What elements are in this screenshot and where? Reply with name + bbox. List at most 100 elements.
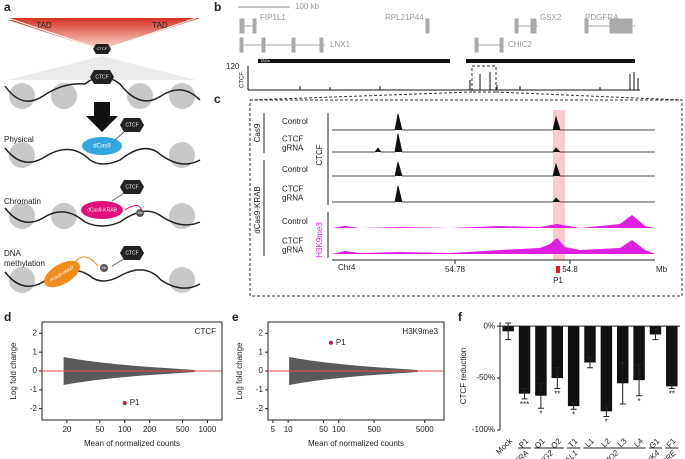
row-methylation: dCas9-DNMT CTCF Me DNA methylation	[4, 246, 201, 293]
tad-bar	[466, 59, 635, 63]
gene-label: PDGFRA	[585, 13, 619, 22]
bar	[551, 326, 563, 379]
significance: ***	[520, 400, 529, 409]
significance: **	[554, 390, 560, 399]
panel-label: b	[214, 0, 221, 14]
error-bar	[652, 328, 659, 341]
x-axis-title: Mean of normalized counts	[84, 439, 180, 448]
coord-ticks	[454, 260, 571, 264]
x-tick-label: 500	[176, 425, 190, 434]
bar	[535, 326, 547, 396]
track-max: 120	[226, 62, 240, 71]
x-tick-label: 50	[319, 425, 328, 434]
x-tick-label: 10	[284, 425, 293, 434]
me: Me	[102, 266, 107, 270]
bar	[584, 326, 596, 363]
x-tick-label: L2	[600, 436, 613, 449]
condition-label: CTCF	[282, 135, 303, 144]
significance: *	[605, 418, 608, 427]
error-bar	[636, 364, 643, 397]
error-bar	[505, 322, 512, 341]
scale-label: 100 kb	[295, 2, 320, 11]
site-label: P1	[553, 276, 563, 285]
y-tick-label: -100%	[472, 425, 495, 434]
condition-label: gRNA	[282, 194, 304, 203]
me: Me	[138, 211, 143, 215]
significance: **	[669, 390, 675, 399]
condition-label: Control	[282, 165, 308, 174]
coord-label: 54.78	[445, 265, 466, 274]
tad-bar	[258, 59, 450, 63]
effector: dCas9-KRAB	[87, 207, 117, 213]
nucleosomes	[9, 83, 195, 109]
y-tick-label: -2	[30, 404, 38, 413]
row-chromatin: dCas9-KRAB CTCF Me Chromatin	[4, 180, 201, 229]
error-bar	[603, 405, 610, 417]
x-tick-label: L3	[616, 436, 629, 449]
x-tick-label: 100	[332, 425, 346, 434]
group-label: Cas9	[253, 123, 262, 142]
chrom: Chr4	[338, 263, 356, 272]
unit: Mb	[656, 265, 668, 274]
y-tick-label: 0	[33, 366, 38, 375]
ctcf-label: CTCF	[125, 122, 138, 128]
highlight-point	[122, 401, 127, 406]
gene-label: CHIC2	[508, 40, 533, 49]
coord-label: 54.8	[562, 265, 578, 274]
tad-triangles	[8, 18, 200, 50]
row-physical: dCas9 CTCF Physical	[4, 118, 201, 168]
significance: *	[572, 410, 575, 419]
y-tick-label: -1	[30, 385, 38, 394]
ctcf	[90, 70, 114, 84]
point-label: P1	[130, 398, 140, 407]
tracks	[332, 113, 655, 254]
tad-label: TAD	[152, 21, 168, 30]
effector: dCas9	[93, 144, 111, 150]
bar	[600, 326, 613, 412]
ctcf-label: CTCF	[125, 184, 138, 190]
bar	[633, 326, 645, 381]
significance: *	[638, 397, 641, 406]
error-bar	[537, 382, 544, 409]
y-tick-label: 1	[259, 347, 264, 356]
error-bar	[521, 387, 528, 400]
point-label: P1	[336, 338, 346, 347]
x-tick-label: 500	[367, 425, 381, 434]
group-label: TAL1	[560, 449, 579, 459]
panel-label: f	[458, 310, 463, 324]
group-label: OLIG2	[532, 448, 555, 459]
tads-label: TADs	[260, 58, 270, 63]
mark-label: H3K9me3	[315, 222, 324, 258]
tad-label: TAD	[36, 21, 52, 30]
x-tick-label: 5000	[416, 425, 434, 434]
condition-label: CTCF	[282, 185, 303, 194]
zoom-box	[471, 65, 497, 93]
ctcf-label: CTCF	[97, 46, 108, 51]
y-tick-label: 0	[259, 366, 264, 375]
y-tick-label: 0%	[483, 321, 495, 330]
group-label: GRIK4	[638, 448, 662, 459]
x-tick-label: 100	[118, 425, 132, 434]
inset-label: CTCF	[195, 327, 216, 336]
significance: *	[539, 409, 542, 418]
x-tick-label: 20	[62, 425, 71, 434]
arrow	[86, 102, 118, 132]
mark-label: CTCF	[315, 144, 324, 165]
gene-label: FIP1L1	[260, 13, 286, 22]
y-axis-title: Log fold change	[9, 342, 18, 399]
error-bar	[570, 402, 577, 410]
y-axis-title: CTCF reduction	[459, 348, 468, 404]
x-axis-title: Mean of normalized counts	[308, 439, 404, 448]
condition-label: Control	[282, 117, 308, 126]
condition-label: gRNA	[282, 144, 304, 153]
x-tick-label: Mock	[494, 436, 515, 457]
p1-site	[556, 266, 560, 273]
row-title: DNA	[4, 249, 22, 258]
error-bar	[554, 367, 561, 389]
x-tick-label: 50	[95, 425, 104, 434]
y-tick-label: -1	[256, 385, 264, 394]
y-tick-label: -50%	[476, 373, 495, 382]
group-label: FIRRE	[654, 448, 678, 459]
gene-label: LNX1	[330, 40, 351, 49]
group-label: LMO2	[599, 448, 621, 459]
